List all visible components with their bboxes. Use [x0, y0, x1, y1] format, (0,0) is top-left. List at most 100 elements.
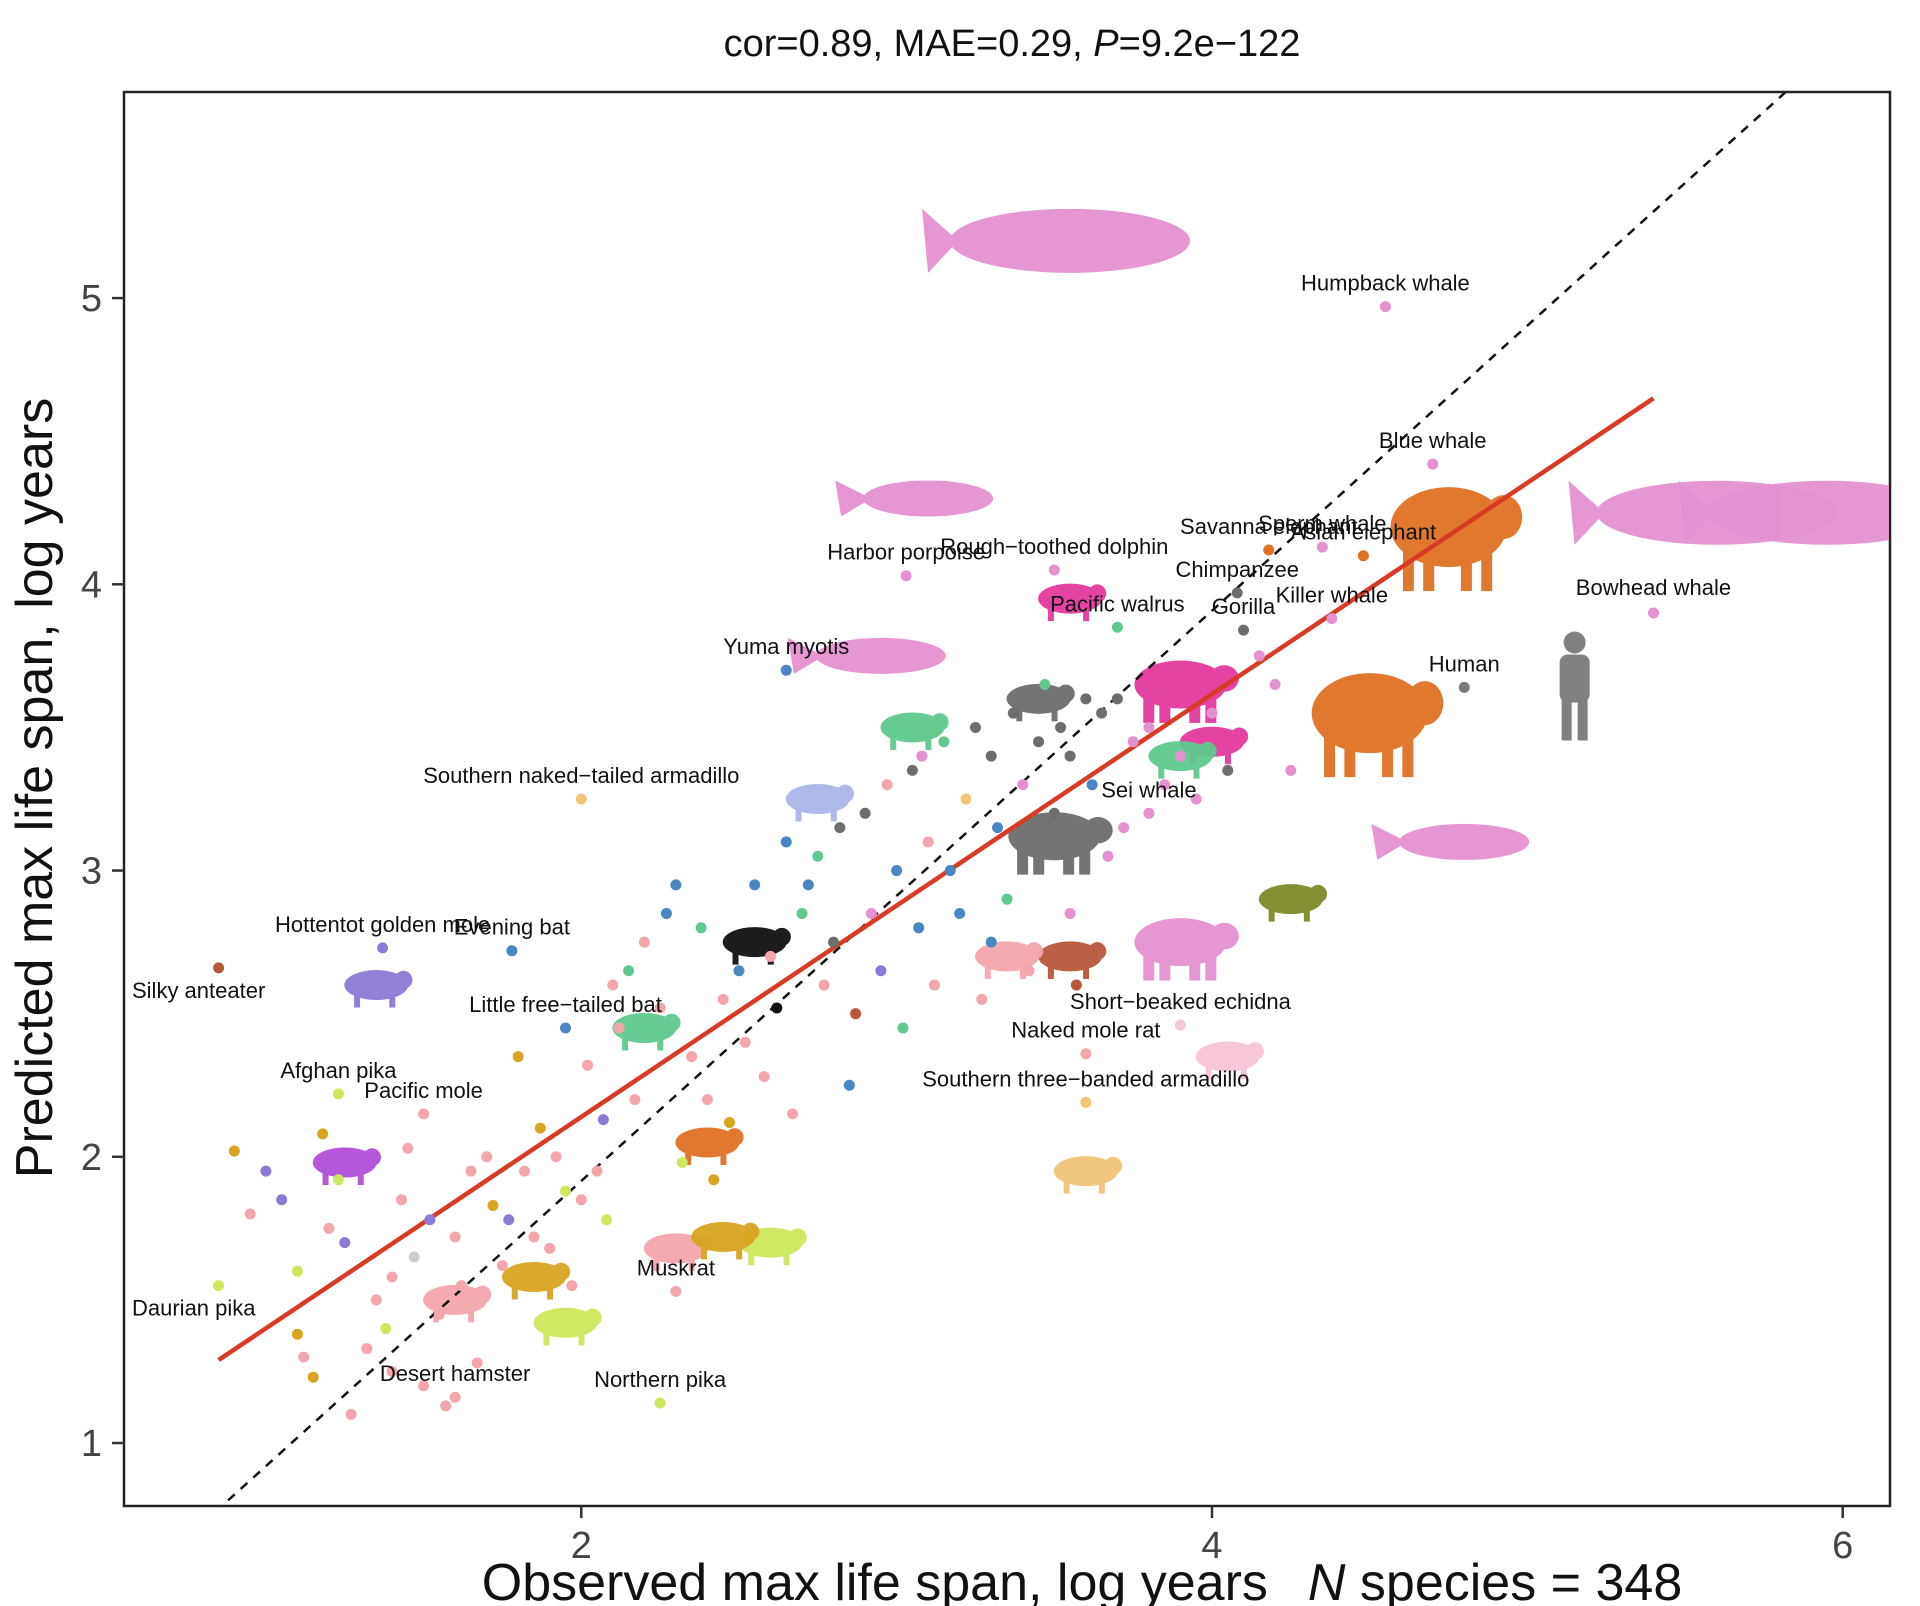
data-point-labeled	[654, 1397, 666, 1409]
point-label: Blue whale	[1379, 428, 1487, 453]
data-point-labeled	[1238, 624, 1250, 636]
y-axis: 1 2 3 4 5	[81, 278, 124, 1465]
data-point	[976, 993, 988, 1005]
data-point	[503, 1214, 515, 1226]
data-point	[317, 1128, 329, 1140]
data-point-labeled	[1458, 681, 1470, 693]
point-label: Muskrat	[637, 1255, 715, 1280]
data-point-labeled	[1326, 613, 1338, 625]
data-point	[733, 965, 745, 977]
data-point	[1039, 679, 1051, 691]
point-label: Southern naked−tailed armadillo	[423, 763, 739, 788]
data-point	[638, 936, 650, 948]
data-point	[323, 1222, 335, 1234]
data-point	[591, 1165, 603, 1177]
point-label: Pacific walrus	[1050, 591, 1184, 616]
data-point	[764, 950, 776, 962]
data-point	[1102, 850, 1114, 862]
data-point	[519, 1165, 531, 1177]
data-point	[1143, 721, 1155, 733]
silhouette-ferret	[612, 1012, 681, 1051]
data-point	[960, 793, 972, 805]
data-point	[787, 1108, 799, 1120]
y-tick-label: 3	[81, 851, 102, 893]
silhouette-squirrel	[675, 1127, 744, 1165]
data-point-labeled	[506, 945, 518, 957]
point-label: Humpback whale	[1301, 271, 1470, 296]
point-label: Short−beaked echidna	[1070, 989, 1292, 1014]
data-point	[260, 1165, 272, 1177]
data-point-labeled	[1427, 458, 1439, 470]
point-label: Evening bat	[454, 915, 570, 940]
data-point	[758, 1071, 770, 1083]
data-point	[291, 1328, 303, 1340]
data-point	[424, 1214, 436, 1226]
data-point	[465, 1165, 477, 1177]
data-point	[613, 1022, 625, 1034]
data-point	[1269, 679, 1281, 691]
data-point	[1111, 693, 1123, 705]
point-label: Rough−toothed dolphin	[940, 534, 1168, 559]
data-point	[1190, 793, 1202, 805]
data-point-labeled	[1379, 301, 1391, 313]
data-point	[928, 979, 940, 991]
silhouette-sloth	[1038, 941, 1107, 979]
data-point	[897, 1022, 909, 1034]
x-tick-label: 4	[1201, 1525, 1222, 1567]
y-axis-title: Predicted max life span, log years	[6, 398, 64, 1178]
silhouette-manatee	[1258, 884, 1328, 922]
point-label: Gorilla	[1212, 594, 1276, 619]
data-point	[686, 1051, 698, 1063]
point-label: Desert hamster	[380, 1361, 530, 1386]
data-point	[276, 1194, 288, 1206]
point-label: Killer whale	[1276, 583, 1389, 608]
silhouette-vole	[533, 1307, 602, 1346]
point-label: Little free−tailed bat	[469, 992, 662, 1017]
data-point	[597, 1114, 609, 1126]
data-point	[916, 750, 928, 762]
data-point	[386, 1271, 398, 1283]
point-label: Southern three−banded armadillo	[922, 1066, 1249, 1091]
data-point	[1001, 893, 1013, 905]
data-point-labeled	[1263, 544, 1275, 556]
data-point	[992, 822, 1004, 834]
data-point-labeled	[575, 793, 587, 805]
data-point	[481, 1151, 493, 1163]
data-point	[298, 1351, 310, 1363]
data-point	[1222, 764, 1234, 776]
silhouette-bear	[1008, 812, 1113, 875]
point-label: Human	[1429, 651, 1500, 676]
data-point	[723, 1116, 735, 1128]
silhouette-armadillo	[1053, 1156, 1123, 1194]
silhouette-porpoise	[787, 637, 946, 674]
data-point	[528, 1231, 540, 1243]
silhouette-sei-whale	[1371, 823, 1530, 860]
data-point	[386, 1365, 398, 1377]
data-point	[875, 965, 887, 977]
label-layer: Humpback whale Blue whale Sperm whaleAsian…	[132, 271, 1731, 1392]
point-label: Hottentot golden mole	[275, 912, 490, 937]
silhouette-layer	[312, 208, 1889, 1346]
data-point	[676, 1157, 688, 1169]
data-point	[408, 1251, 420, 1263]
data-point	[985, 936, 997, 948]
data-point	[717, 993, 729, 1005]
data-point	[695, 922, 707, 934]
silhouette-blue-whale	[1678, 480, 1889, 545]
data-point	[361, 1343, 373, 1355]
data-point	[1086, 779, 1098, 791]
data-point	[575, 1194, 587, 1206]
data-point	[1055, 721, 1067, 733]
data-point	[402, 1142, 414, 1154]
data-point	[922, 836, 934, 848]
silhouette-asian-elephant	[1390, 487, 1523, 592]
data-point	[607, 979, 619, 991]
point-label: Silky anteater	[132, 978, 265, 1003]
data-point-labeled	[377, 942, 389, 954]
data-point	[487, 1199, 499, 1211]
data-point	[291, 1265, 303, 1277]
data-point	[834, 822, 846, 834]
data-point	[455, 1280, 467, 1292]
data-point	[969, 721, 981, 733]
